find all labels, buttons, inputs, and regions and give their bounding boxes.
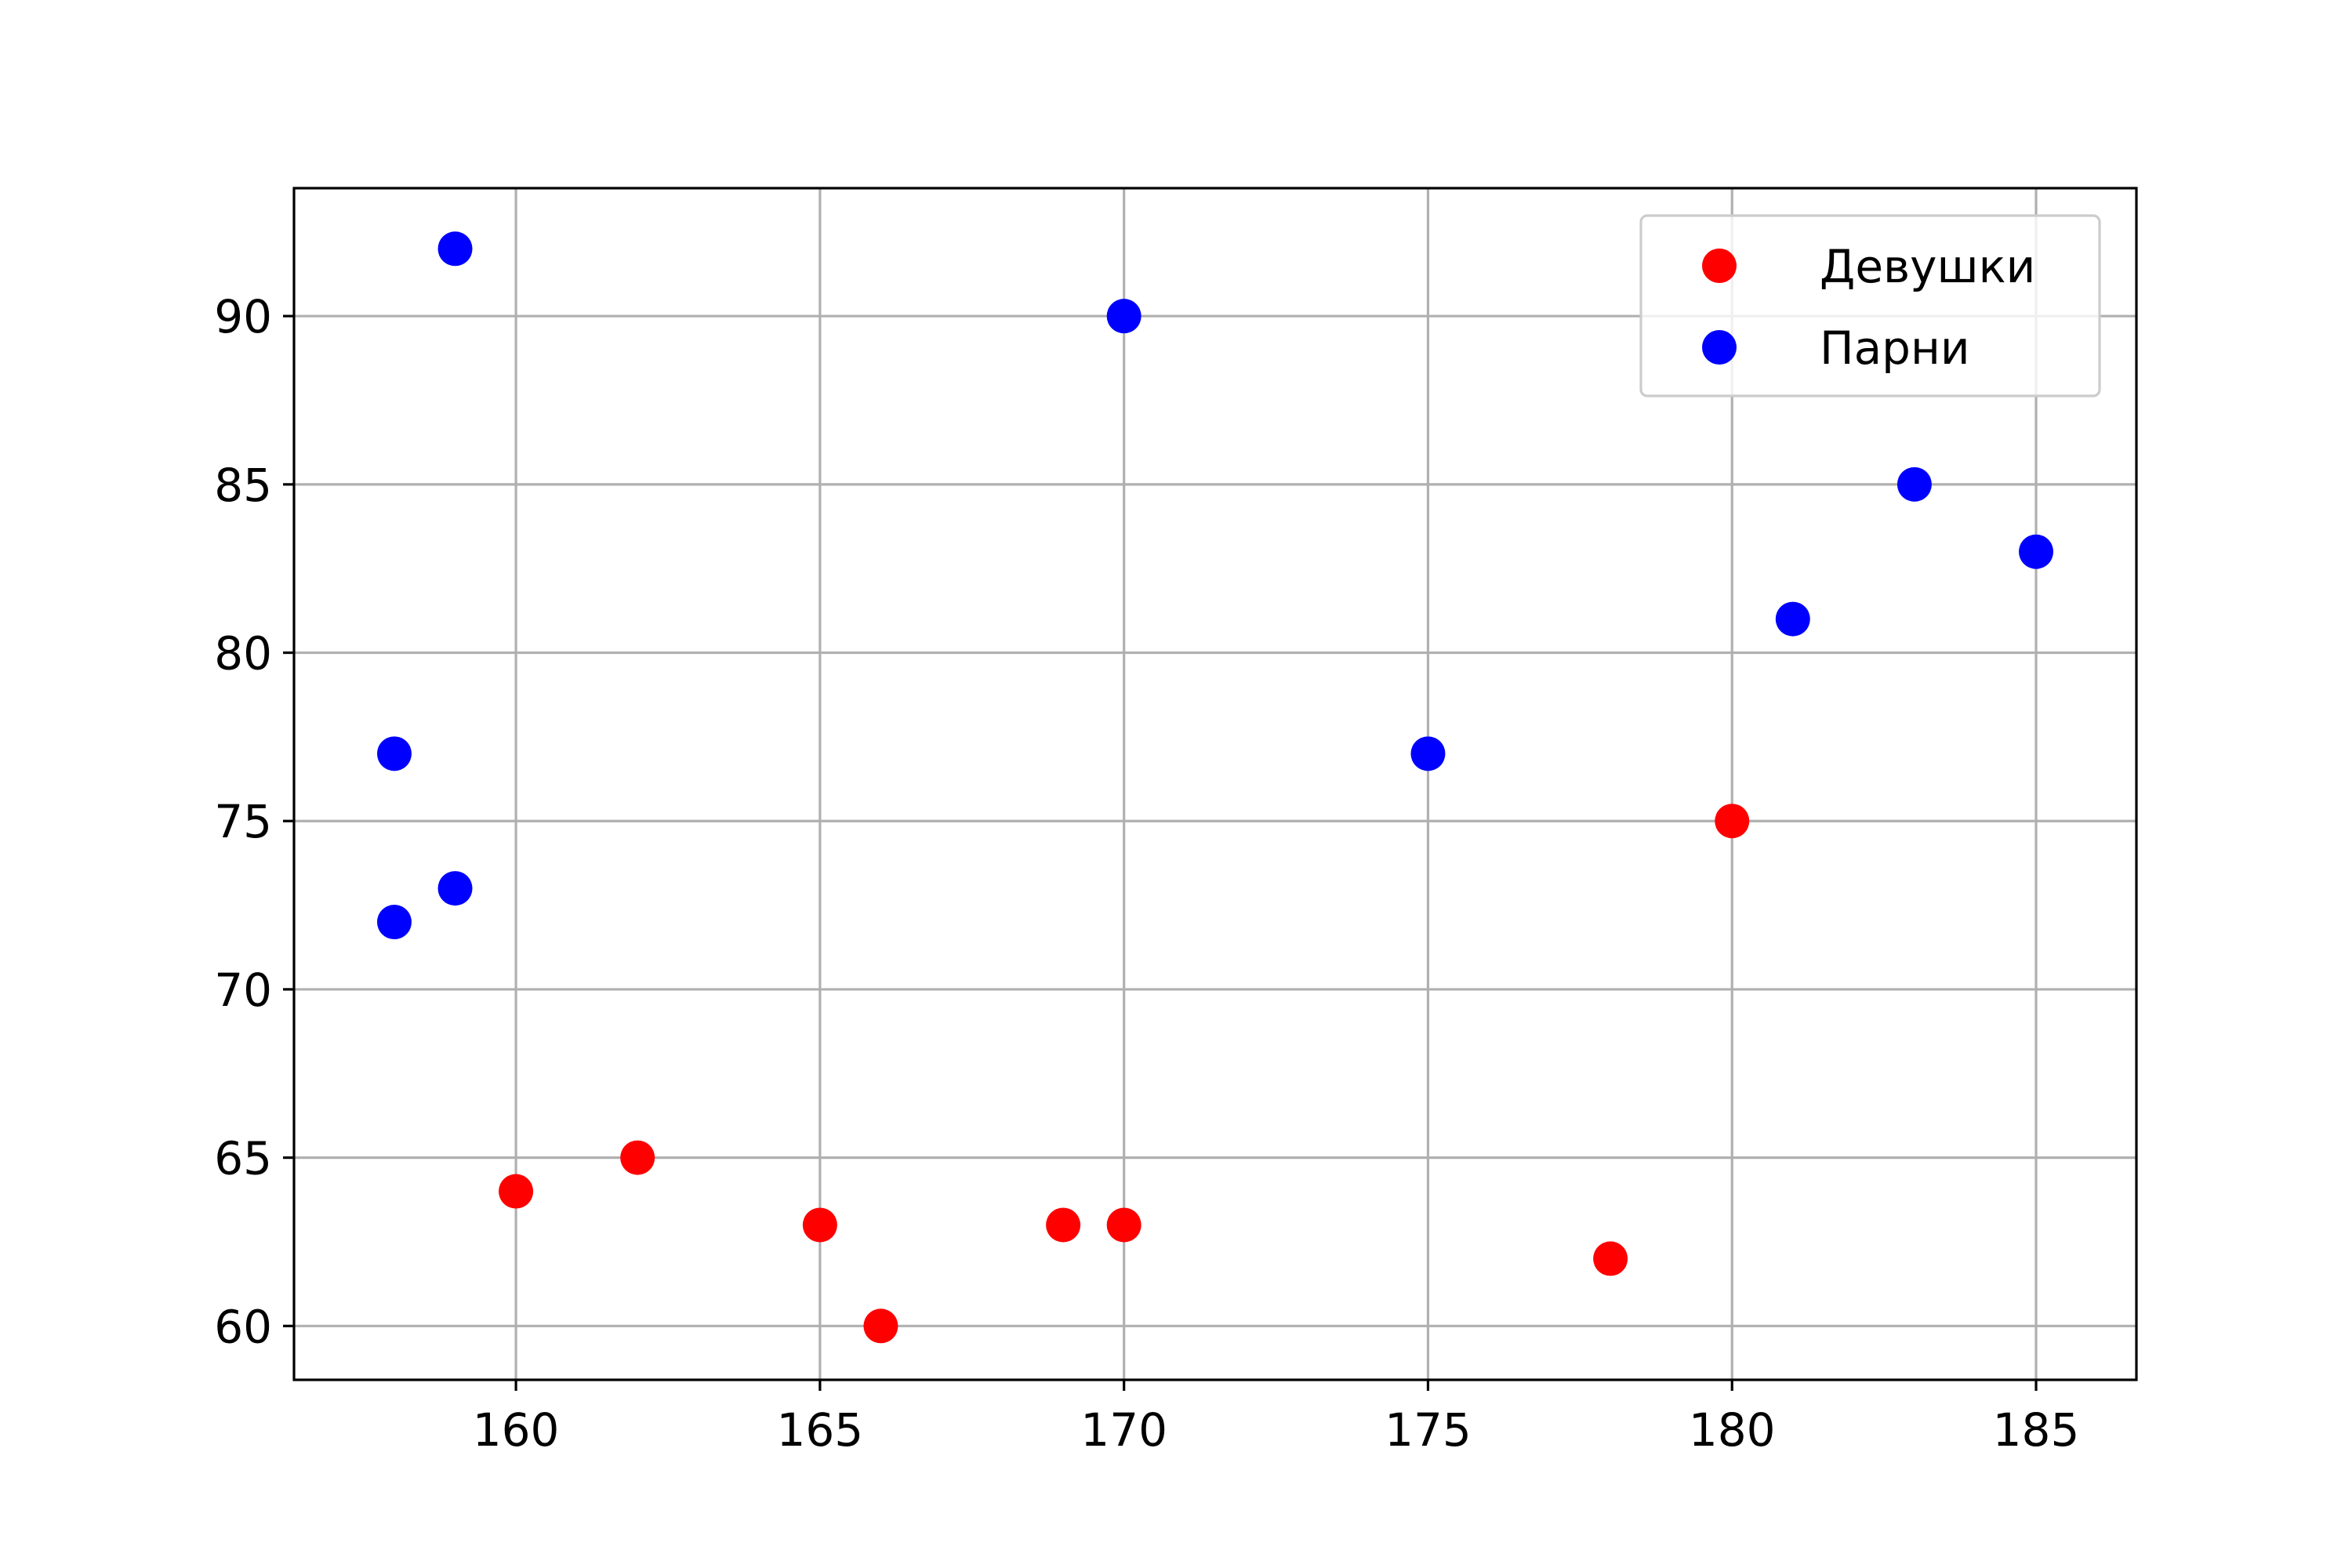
data-point — [1775, 601, 1810, 637]
x-tick-label: 185 — [1993, 1403, 2080, 1457]
data-point — [499, 1174, 534, 1209]
x-tick-label: 170 — [1080, 1403, 1167, 1457]
data-point — [1593, 1241, 1628, 1276]
legend-label: Парни — [1820, 321, 1970, 375]
y-tick-label: 75 — [214, 795, 272, 848]
data-point — [376, 905, 412, 940]
legend-label: Девушки — [1820, 240, 2035, 293]
x-tick-label: 160 — [473, 1403, 560, 1457]
y-tick-label: 85 — [214, 459, 272, 512]
data-point — [620, 1140, 655, 1175]
x-tick-label: 180 — [1689, 1403, 1776, 1457]
data-point — [376, 736, 412, 771]
axes-frame — [292, 187, 2138, 1381]
legend-marker — [1702, 330, 1737, 365]
data-point — [2019, 534, 2054, 569]
data-point — [1106, 1207, 1142, 1243]
grid-layer — [294, 188, 2136, 1380]
x-tick-label: 165 — [777, 1403, 864, 1457]
y-tick-label: 70 — [214, 964, 272, 1017]
data-point — [1896, 466, 1932, 502]
legend-marker — [1702, 249, 1737, 283]
y-tick-label: 90 — [214, 290, 272, 343]
y-tick-label: 60 — [214, 1300, 272, 1353]
data-point — [1106, 299, 1142, 334]
x-tick-label: 175 — [1385, 1403, 1472, 1457]
y-tick-label: 80 — [214, 627, 272, 681]
data-point — [1410, 736, 1446, 771]
data-point — [1715, 804, 1750, 839]
data-point — [437, 871, 473, 906]
data-point — [802, 1207, 837, 1243]
data-point — [1046, 1207, 1081, 1243]
ticks-layer: 160 165 170 175 180 185 60 65 70 75 80 85 90 — [214, 290, 2079, 1457]
data-point — [437, 231, 473, 267]
y-tick-label: 65 — [214, 1132, 272, 1185]
legend: Девушки Парни — [1639, 214, 2101, 397]
data-point — [863, 1308, 898, 1344]
legend-box — [1639, 214, 2101, 397]
points-layer — [376, 231, 2054, 1344]
